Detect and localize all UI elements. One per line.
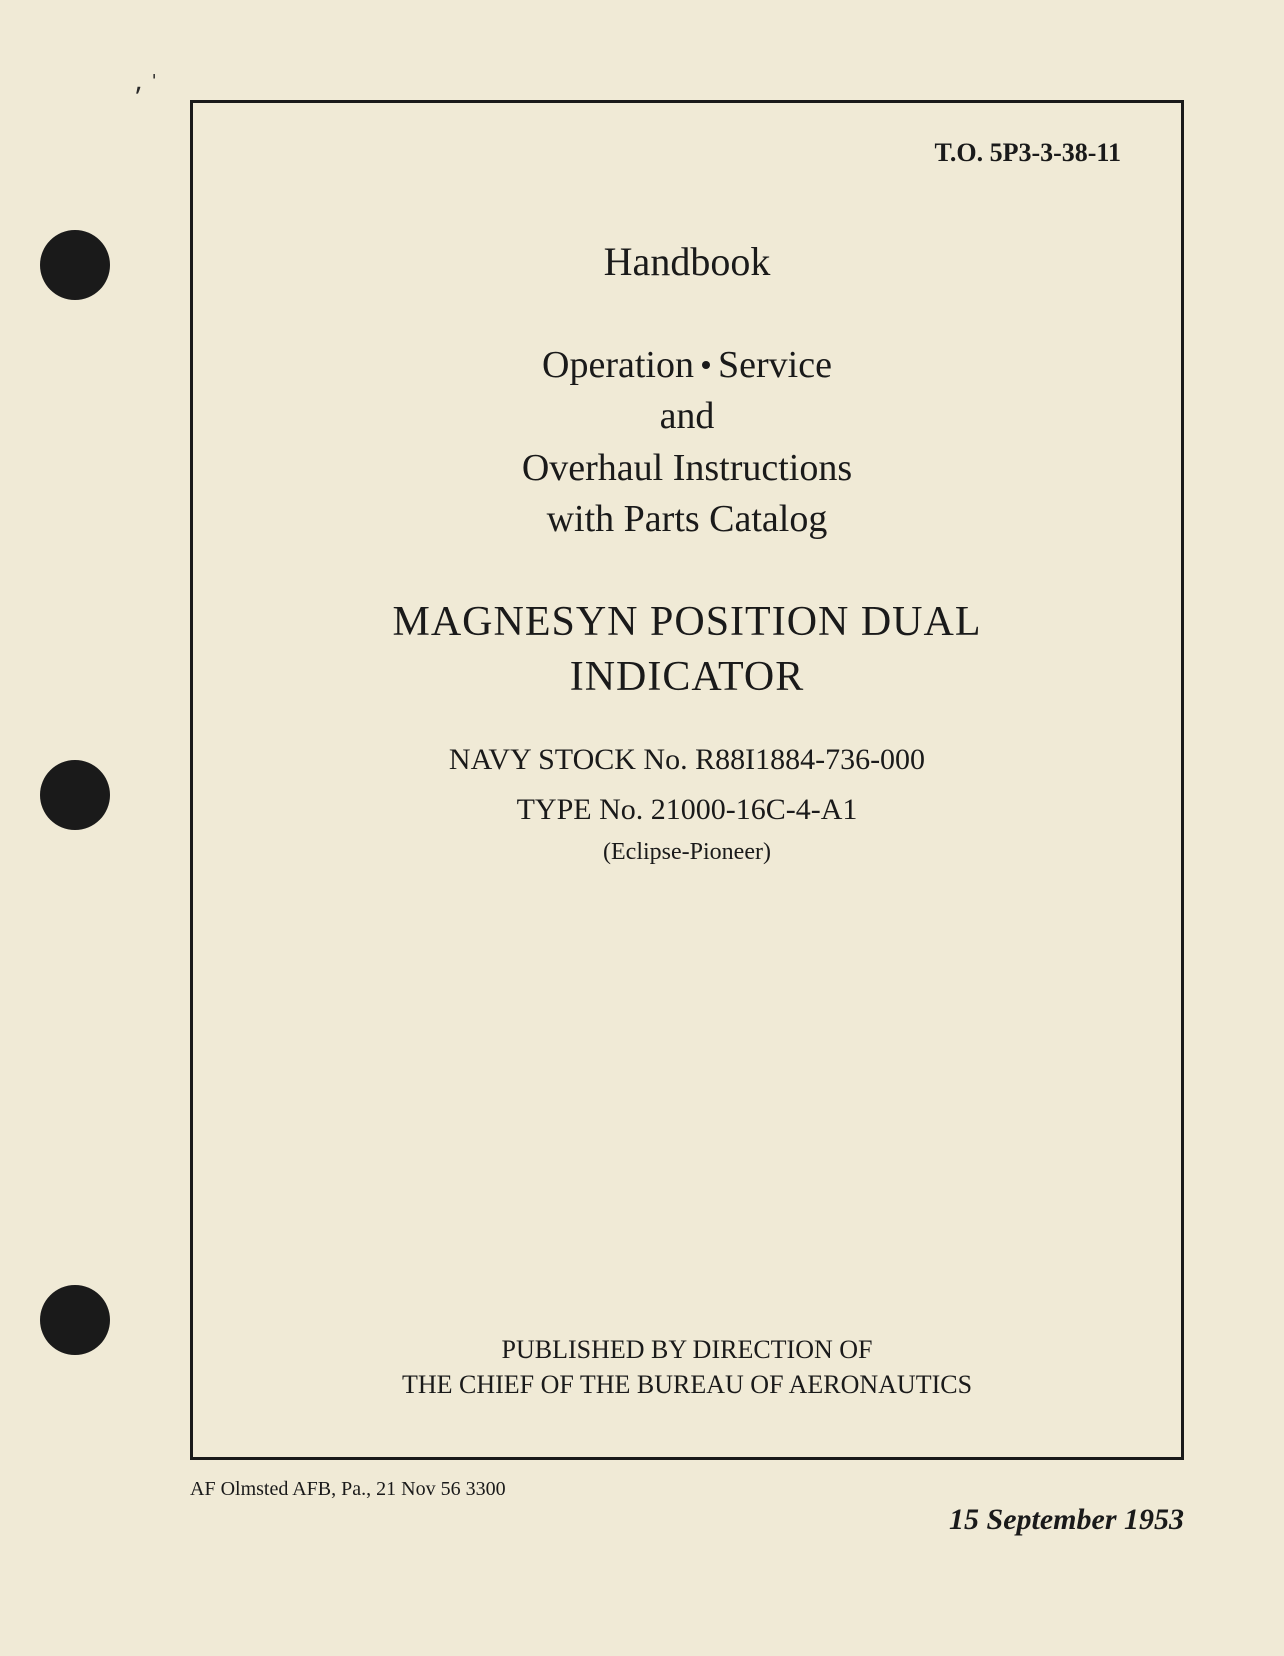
binder-hole-top bbox=[40, 230, 110, 300]
main-title-line1: MAGNESYN POSITION DUAL bbox=[393, 599, 982, 645]
subtitle-block: Operation Service and Overhaul Instructio… bbox=[253, 340, 1121, 545]
print-info: AF Olmsted AFB, Pa., 21 Nov 56 3300 bbox=[190, 1478, 1184, 1501]
subtitle-and: and bbox=[660, 395, 715, 437]
footer: AF Olmsted AFB, Pa., 21 Nov 56 3300 15 S… bbox=[190, 1478, 1184, 1501]
published-line1: PUBLISHED BY DIRECTION OF bbox=[502, 1335, 873, 1364]
navy-stock-number: NAVY STOCK No. R88I1884-736-000 bbox=[253, 739, 1121, 781]
technical-order-number: T.O. 5P3-3-38-11 bbox=[253, 138, 1121, 168]
subtitle-operation: Operation bbox=[542, 344, 694, 386]
subtitle-service: Service bbox=[718, 344, 832, 386]
subtitle-parts: with Parts Catalog bbox=[547, 498, 828, 540]
published-by-block: PUBLISHED BY DIRECTION OF THE CHIEF OF T… bbox=[193, 1332, 1181, 1402]
binder-hole-bottom bbox=[40, 1285, 110, 1355]
bullet-separator bbox=[702, 361, 710, 369]
content-frame: T.O. 5P3-3-38-11 Handbook Operation Servi… bbox=[190, 100, 1184, 1460]
manufacturer-name: (Eclipse-Pioneer) bbox=[253, 839, 1121, 866]
main-title: MAGNESYN POSITION DUAL INDICATOR bbox=[253, 595, 1121, 704]
handbook-label: Handbook bbox=[253, 238, 1121, 285]
main-title-line2: INDICATOR bbox=[570, 654, 805, 700]
published-line2: THE CHIEF OF THE BUREAU OF AERONAUTICS bbox=[402, 1370, 972, 1399]
type-number: TYPE No. 21000-16C-4-A1 bbox=[253, 789, 1121, 831]
subtitle-overhaul: Overhaul Instructions bbox=[522, 447, 852, 489]
punch-mark-artifact: ⸴ ˈ bbox=[135, 65, 159, 103]
binder-hole-middle bbox=[40, 760, 110, 830]
document-page: ⸴ ˈ T.O. 5P3-3-38-11 Handbook Operation S… bbox=[0, 0, 1284, 1656]
publication-date: 15 September 1953 bbox=[949, 1503, 1184, 1537]
